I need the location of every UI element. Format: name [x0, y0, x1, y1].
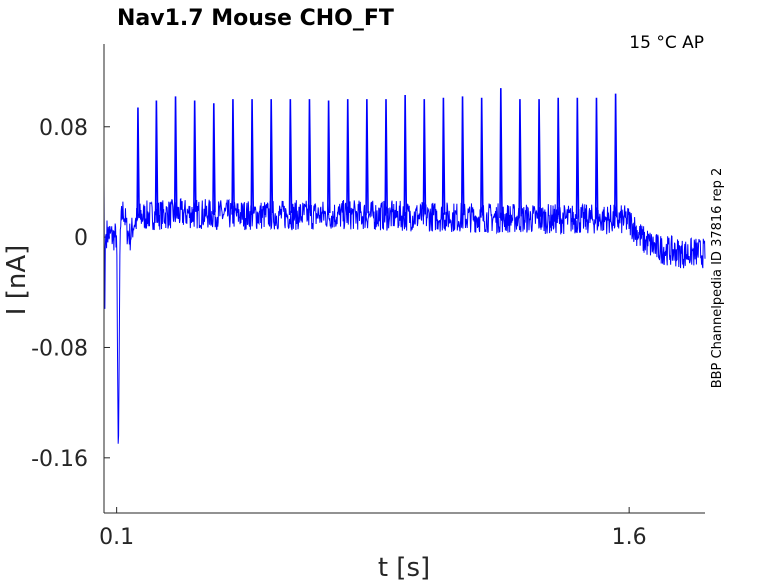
tick-layer: 0.08 0 -0.08 -0.16 0.1 1.6 — [31, 116, 647, 550]
condition-annotation: 15 °C AP — [629, 33, 704, 53]
plot-area — [103, 88, 706, 444]
spike-lines — [136, 88, 618, 220]
y-tick-label: 0 — [74, 226, 88, 251]
y-tick-label: -0.08 — [31, 336, 88, 361]
y-tick-label: -0.16 — [31, 447, 88, 472]
chart-title: Nav1.7 Mouse CHO_FT — [117, 6, 394, 31]
source-id-label: BBP Channelpedia ID 37816 rep 2 — [710, 168, 725, 389]
x-tick-label: 0.1 — [99, 525, 134, 550]
current-trace-line — [103, 181, 706, 444]
y-tick-label: 0.08 — [39, 116, 88, 141]
x-tick-label: 1.6 — [612, 525, 647, 550]
y-axis-label: I [nA] — [2, 245, 32, 315]
x-axis-label: t [s] — [378, 553, 430, 583]
